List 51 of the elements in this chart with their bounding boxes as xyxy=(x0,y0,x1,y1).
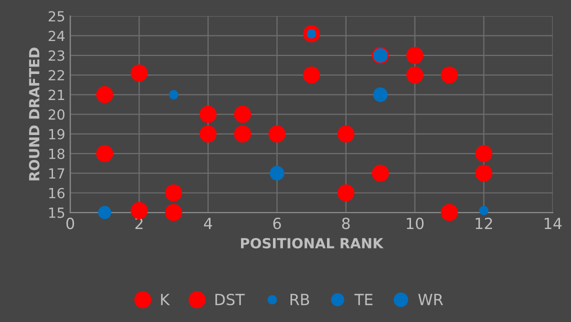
point xyxy=(234,125,252,142)
point xyxy=(373,87,388,102)
legend-label: TE xyxy=(354,294,372,306)
point xyxy=(337,184,354,202)
y-tick-label: 16 xyxy=(49,188,64,198)
point xyxy=(96,86,114,104)
y-tick-label: 15 xyxy=(49,208,64,218)
point xyxy=(165,204,182,222)
point xyxy=(479,206,488,216)
point xyxy=(406,66,424,84)
legend-label: DST xyxy=(215,294,245,306)
point xyxy=(270,166,284,181)
y-tick-label: 19 xyxy=(49,128,64,140)
legend-label: K xyxy=(161,294,170,306)
x-axis-title: POSITIONAL RANK xyxy=(241,238,384,248)
x-tick-label: 0 xyxy=(66,218,74,230)
x-tick-label: 12 xyxy=(476,218,492,229)
point xyxy=(96,145,114,162)
point xyxy=(130,202,148,220)
y-tick-label: 18 xyxy=(49,148,64,160)
point xyxy=(440,204,458,222)
point xyxy=(372,164,389,182)
y-tick-label: 21 xyxy=(48,90,64,100)
point xyxy=(200,106,217,123)
point xyxy=(130,64,148,82)
y-tick-label: 22 xyxy=(48,70,64,80)
y-tick-label: 25 xyxy=(48,11,64,22)
point xyxy=(337,125,354,142)
point xyxy=(440,66,458,84)
y-tick-label: 20 xyxy=(48,109,64,120)
point xyxy=(98,206,112,220)
x-tick-label: 14 xyxy=(544,218,562,229)
x-tick-label: 6 xyxy=(273,218,281,230)
y-tick-label: 17 xyxy=(49,168,64,179)
y-tick-label: 24 xyxy=(48,30,65,42)
point xyxy=(165,184,182,202)
legend-label: RB xyxy=(290,294,310,306)
x-tick-label: 4 xyxy=(204,218,212,229)
point xyxy=(406,46,424,64)
point xyxy=(268,125,286,142)
point xyxy=(168,90,178,100)
point xyxy=(200,125,217,142)
x-tick-label: 10 xyxy=(406,218,424,230)
point xyxy=(302,66,320,84)
y-axis-title: ROUND DRAFTED xyxy=(28,48,40,180)
y-tick-label: 23 xyxy=(48,50,64,61)
legend-label: WR xyxy=(418,294,444,306)
point xyxy=(475,164,492,182)
point xyxy=(234,106,252,123)
point xyxy=(475,145,492,162)
x-tick-label: 8 xyxy=(342,218,350,230)
